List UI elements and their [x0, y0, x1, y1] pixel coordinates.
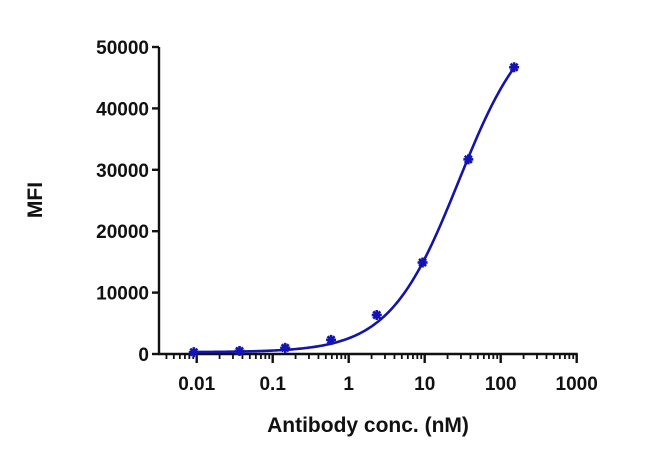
data-point-marker — [188, 347, 199, 358]
data-point-marker — [417, 257, 428, 268]
y-tick-label: 0 — [138, 345, 149, 366]
y-axis-title: MFI — [24, 182, 47, 218]
x-axis-title: Antibody conc. (nM) — [267, 414, 469, 437]
data-point-marker — [280, 342, 291, 353]
x-tick-label: 1 — [343, 374, 354, 395]
x-tick-label: 10 — [414, 374, 435, 395]
data-point-marker — [509, 62, 520, 73]
y-tick-label: 20000 — [96, 222, 149, 243]
x-tick-label: 100 — [485, 374, 517, 395]
fit-curve — [193, 67, 516, 354]
x-axis: 0.01 0.1 1 10 100 1000 — [158, 352, 598, 395]
y-axis: 0 10000 20000 30000 40000 50000 — [96, 38, 161, 366]
data-point-marker — [463, 154, 474, 165]
data-point-marker — [326, 334, 337, 345]
y-tick-label: 10000 — [96, 284, 149, 305]
data-points — [188, 62, 520, 358]
data-point-marker — [371, 310, 382, 321]
y-tick-label: 30000 — [96, 161, 149, 182]
x-tick-label: 0.01 — [178, 374, 215, 395]
y-tick-label: 50000 — [96, 38, 149, 59]
x-tick-label: 1000 — [556, 374, 598, 395]
x-tick-label: 0.1 — [259, 374, 286, 395]
data-point-marker — [234, 345, 245, 356]
y-tick-label: 40000 — [96, 99, 149, 120]
